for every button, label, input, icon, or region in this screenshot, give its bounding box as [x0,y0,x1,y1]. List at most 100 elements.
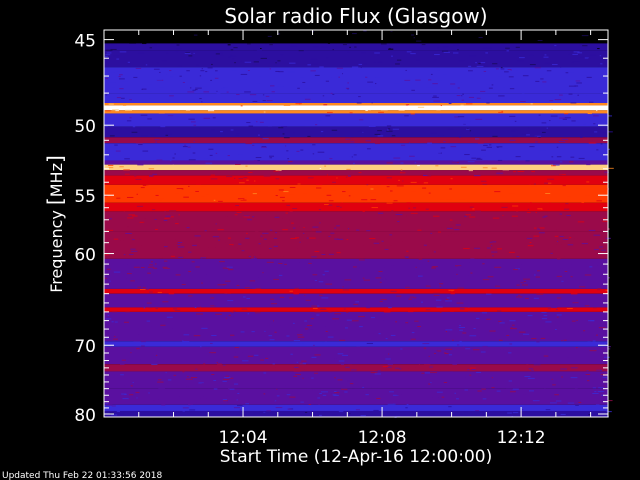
noise-speck [400,348,403,350]
noise-speck [201,195,205,197]
noise-speck [600,63,603,65]
noise-speck [482,167,488,169]
noise-speck [603,218,606,220]
noise-speck [294,366,299,368]
noise-speck [312,144,316,146]
noise-speck [541,329,548,331]
noise-speck [448,408,452,410]
noise-speck [481,388,486,390]
noise-speck [276,86,284,88]
noise-speck [133,266,140,268]
noise-speck [325,392,332,394]
noise-speck [300,401,304,403]
noise-speck [140,187,145,189]
noise-speck [448,354,453,356]
noise-speck [284,263,287,265]
noise-speck [194,235,201,237]
noise-speck [307,177,314,179]
noise-speck [498,366,500,368]
noise-speck [221,87,225,89]
noise-speck [490,41,498,43]
noise-speck [238,178,244,180]
noise-speck [115,344,118,346]
noise-speck [253,49,257,51]
noise-speck [242,360,249,362]
noise-speck [408,207,411,209]
noise-speck [279,385,286,387]
noise-speck [469,374,472,376]
noise-speck [373,286,377,288]
noise-speck [482,183,488,185]
noise-speck [215,70,218,72]
noise-speck [304,294,306,296]
noise-speck [235,205,239,207]
noise-speck [317,151,325,153]
noise-speck [255,121,258,123]
noise-speck [336,205,340,207]
noise-speck [289,218,292,220]
noise-speck [432,397,439,399]
noise-speck [340,206,344,208]
noise-speck [163,267,170,269]
noise-speck [229,55,237,57]
noise-speck [410,338,416,340]
noise-speck [556,316,559,318]
noise-speck [294,37,301,39]
noise-speck [416,271,421,273]
noise-speck [137,52,145,54]
noise-speck [447,181,450,183]
noise-speck [123,210,125,212]
noise-speck [560,368,568,370]
noise-speck [220,171,222,173]
noise-speck [449,188,452,190]
noise-speck [364,365,370,367]
noise-speck [439,283,444,285]
noise-speck [208,247,211,249]
noise-speck [284,145,287,147]
noise-speck [509,320,516,322]
noise-speck [430,73,433,75]
noise-speck [195,368,198,370]
frequency-band [104,202,608,212]
noise-speck [269,324,271,326]
noise-speck [423,113,426,115]
noise-speck [386,366,392,368]
noise-speck [155,263,157,265]
noise-speck [451,290,453,292]
noise-speck [181,39,188,41]
noise-speck [158,257,163,259]
noise-speck [533,183,537,185]
noise-speck [128,214,136,216]
noise-speck [289,396,296,398]
noise-speck [200,306,202,308]
noise-speck [297,183,301,185]
noise-speck [374,143,381,145]
noise-speck [270,303,278,305]
noise-speck [545,409,551,411]
noise-speck [168,139,174,141]
noise-speck [260,359,265,361]
noise-speck [219,261,225,263]
noise-speck [126,120,132,122]
noise-speck [607,131,613,133]
noise-speck [232,58,235,60]
noise-speck [483,144,488,146]
noise-speck [196,183,201,185]
noise-speck [450,371,453,373]
noise-speck [255,377,258,379]
noise-speck [447,128,454,130]
noise-speck [515,156,521,158]
noise-speck [155,141,157,143]
noise-speck [260,48,262,50]
noise-speck [526,212,531,214]
noise-speck [463,123,469,125]
noise-speck [257,50,263,52]
noise-speck [279,324,281,326]
noise-speck [589,101,594,103]
noise-speck [308,403,312,405]
noise-speck [228,244,233,246]
noise-speck [457,123,461,125]
noise-speck [213,388,218,390]
noise-speck [286,394,291,396]
noise-speck [470,77,473,79]
